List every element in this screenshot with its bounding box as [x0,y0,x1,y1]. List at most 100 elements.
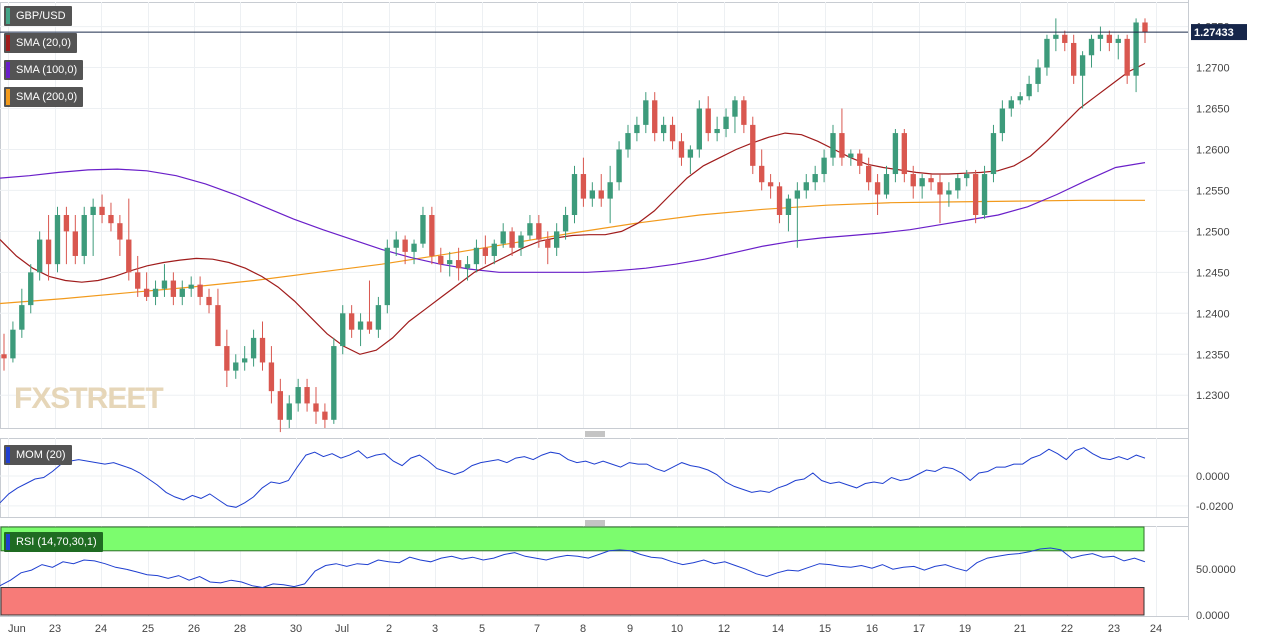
candle-body [571,174,578,215]
candle-body [714,128,720,134]
candle-body [1088,38,1095,56]
candle-body [99,206,105,215]
candle-body [152,288,159,297]
candle-body [607,182,613,199]
candle-body [901,133,907,175]
rsi-overbought-zone [0,526,1145,552]
sma20-line [0,62,1146,355]
y-tick-label: 1.2500 [1196,226,1230,238]
candle-body [117,223,123,240]
candle-body [215,305,221,347]
x-tick-label: 24 [95,623,107,635]
candle-body [19,305,25,330]
candle-body [304,387,310,404]
candle-body [411,243,417,252]
candle-body [464,264,471,269]
current-price-label: 1.27433 [1194,27,1234,39]
legend-sma20: SMA (20,0) [4,33,78,53]
candle-body [955,178,961,191]
candle-body [81,215,87,256]
candle-body [491,243,497,256]
candle-body [1079,55,1086,76]
candle-body [1115,38,1121,43]
candle-body [482,247,489,256]
candle-body [553,231,560,248]
candle-body [206,296,212,306]
legend-sma200: SMA (200,0) [4,87,84,107]
x-tick-label: 16 [866,623,878,635]
x-tick-label: 25 [142,623,154,635]
candle-body [143,288,150,297]
candle-body [598,190,604,199]
candle-body [937,182,943,195]
current-price-tag [1191,24,1247,41]
candle-body [135,272,141,289]
candle-body [1142,22,1148,33]
candle-body [874,182,881,195]
x-tick-label: 3 [432,623,438,635]
y-tick-label: 1.2650 [1196,104,1230,116]
candle-body [1062,34,1068,43]
candle-body [759,165,765,183]
candle-body [767,182,774,187]
candle-body [518,235,524,248]
candle-body [634,124,640,134]
candle-body [509,231,515,248]
candle-body [331,346,337,420]
candle-body [687,149,694,158]
candle-body [830,133,836,158]
candle-body [322,411,328,420]
candle-body [981,174,988,215]
candle-body [63,215,70,232]
rsi-line [0,547,1146,589]
x-tick-label: 2 [386,623,392,635]
x-tick-label: 14 [772,623,784,635]
candle-body [660,124,667,134]
candle-body [990,133,997,175]
candle-body [295,387,301,404]
candle-body [669,124,676,142]
x-tick-label: 5 [479,623,485,635]
candle-body [643,100,649,125]
candle-body [1071,42,1077,76]
candle-body [839,133,845,158]
candle-body [705,108,711,134]
x-tick-label: 7 [534,623,540,635]
candle-body [545,239,551,248]
legend-rsi: RSI (14,70,30,1) [4,532,103,552]
x-tick-label: 28 [234,623,246,635]
candle-body [616,149,622,183]
candle-body [277,391,284,420]
x-tick-label: 19 [959,623,971,635]
candle-body [126,239,132,273]
candle-body [732,100,738,117]
x-tick-label: 22 [1061,623,1073,635]
candle-body [580,174,587,199]
candle-body [1053,34,1059,39]
candle-body [179,288,185,297]
candle-body [1008,100,1014,109]
candle-body [108,215,114,224]
candle-body [785,198,792,215]
y-tick-label: 1.2400 [1196,308,1230,320]
candle-body [402,239,408,252]
candle-body [589,190,596,199]
x-tick-label: 17 [913,623,925,635]
candle-body [366,321,373,330]
candle-body [90,206,96,215]
candle-body [455,260,462,269]
candle-body [678,141,685,158]
candle-body [384,247,390,306]
y-tick-label: 1.2700 [1196,63,1230,75]
candle-body [865,165,872,183]
candle-body [28,272,34,306]
y-tick-label: 1.2300 [1196,390,1230,402]
candle-body [375,305,382,330]
candle-body [625,133,631,150]
candle-body [946,190,952,195]
candle-body [72,231,78,256]
y-tick-label: 1.2600 [1196,144,1230,156]
y-tick-label: 1.2550 [1196,185,1230,197]
candle-body [348,313,355,330]
